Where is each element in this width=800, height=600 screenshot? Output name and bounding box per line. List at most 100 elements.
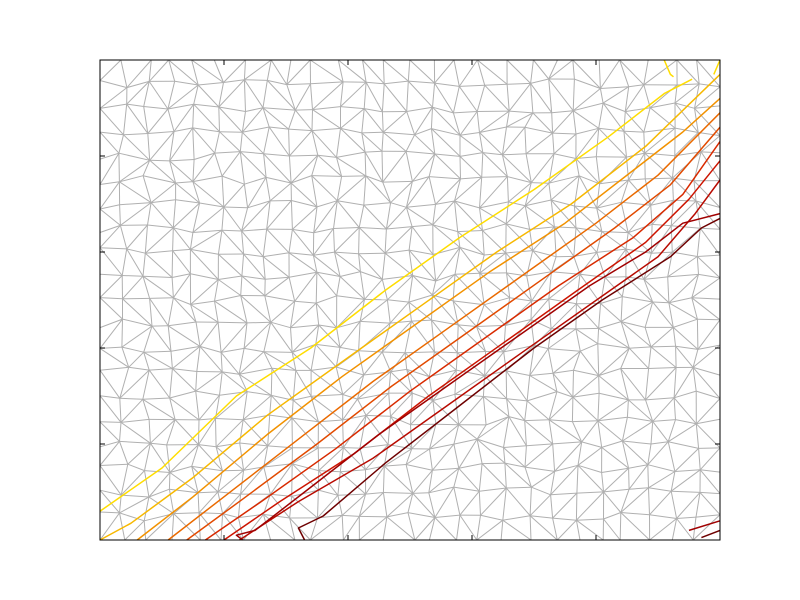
mesh-edge [192, 104, 195, 128]
mesh-edge [409, 249, 434, 255]
mesh-edge [173, 103, 195, 132]
mesh-edge [310, 83, 313, 110]
mesh-edge [192, 229, 222, 233]
mesh-edge [340, 106, 365, 110]
mesh-edge [240, 466, 265, 495]
mesh-edge [291, 324, 320, 353]
mesh-edge [243, 184, 249, 208]
mesh-edge [148, 369, 171, 399]
mesh-edge [572, 375, 600, 398]
mesh-edge [99, 318, 123, 329]
mesh-edge [603, 512, 621, 520]
mesh-edge [174, 419, 199, 445]
mesh-edge [601, 467, 629, 473]
mesh-edge [695, 423, 700, 449]
mesh-edge [500, 520, 504, 541]
mesh-edge [243, 79, 264, 108]
mesh-edge [620, 348, 630, 369]
mesh-edge [241, 107, 264, 133]
mesh-edge [667, 273, 699, 278]
mesh-edge [628, 464, 649, 490]
mesh-edge [550, 464, 579, 496]
triangulation-mesh [99, 59, 721, 541]
mesh-edge [166, 419, 176, 446]
mesh-edge [676, 59, 700, 85]
mesh-edge [552, 110, 574, 134]
mesh-edge [288, 252, 314, 256]
mesh-edge [362, 59, 367, 83]
mesh-edge [572, 59, 575, 80]
mesh-edge [337, 493, 366, 496]
mesh-edge [264, 295, 295, 302]
mesh-edge [292, 399, 319, 423]
mesh-edge [271, 367, 296, 371]
mesh-edge [600, 86, 629, 89]
mesh-edge [572, 396, 599, 422]
mesh-edge [603, 488, 630, 493]
mesh-edge [525, 199, 552, 207]
mesh-edge [149, 131, 175, 161]
mesh-edge [502, 487, 507, 521]
mesh-edge [99, 421, 120, 442]
mesh-edge [668, 302, 674, 328]
mesh-edge [192, 152, 216, 182]
mesh-edge [572, 110, 599, 129]
mesh-edge [622, 440, 652, 445]
mesh-edge [99, 108, 124, 136]
mesh-edge [190, 229, 223, 250]
mesh-edge [548, 396, 574, 421]
mesh-edge [218, 106, 246, 112]
mesh-edge [502, 153, 527, 156]
mesh-edge [382, 275, 413, 280]
mesh-edge [365, 175, 391, 204]
mesh-edge [290, 302, 317, 329]
mesh-edge [148, 59, 170, 82]
mesh-edge [286, 59, 311, 85]
mesh-edge [150, 442, 167, 446]
mesh-edge [359, 515, 387, 518]
mesh-edge [628, 347, 649, 369]
mesh-edge [381, 253, 386, 280]
mesh-edge [195, 391, 200, 420]
mesh-edge [223, 206, 248, 209]
mesh-edge [691, 297, 698, 320]
mesh-edge [148, 488, 170, 498]
mesh-edge [479, 201, 509, 209]
mesh-edge [121, 325, 153, 348]
mesh-edge [550, 199, 577, 229]
mesh-edge [620, 179, 629, 203]
mesh-edge [453, 59, 460, 87]
mesh-edge [575, 127, 599, 135]
mesh-edge [143, 496, 150, 521]
mesh-edge [668, 297, 692, 304]
mesh-edge [628, 464, 648, 469]
mesh-edge [622, 440, 649, 466]
mesh-edge [620, 512, 650, 541]
mesh-edge [602, 86, 629, 104]
mesh-edge [99, 463, 128, 466]
mesh-edge [119, 398, 122, 423]
mesh-edge [405, 151, 413, 182]
mesh-edge [119, 204, 121, 226]
contour-line-1 [99, 78, 693, 512]
mesh-edge [364, 151, 384, 183]
mesh-edge [508, 182, 532, 203]
mesh-edge [601, 447, 629, 469]
mesh-edge [149, 159, 170, 162]
mesh-edge [343, 447, 366, 471]
mesh-edge [198, 491, 219, 514]
mesh-edge [454, 370, 457, 395]
mesh-edge [429, 424, 437, 450]
mesh-edge [288, 277, 296, 302]
mesh-edge [524, 420, 554, 445]
mesh-edge [337, 200, 364, 206]
mesh-edge [215, 446, 244, 471]
mesh-edge [574, 78, 601, 89]
mesh-edge [292, 370, 297, 401]
mesh-edge [221, 229, 242, 232]
mesh-edge [363, 82, 367, 109]
mesh-edge [99, 318, 123, 349]
mesh-edge [142, 398, 176, 421]
mesh-edge [620, 368, 646, 401]
mesh-edge [359, 516, 388, 541]
